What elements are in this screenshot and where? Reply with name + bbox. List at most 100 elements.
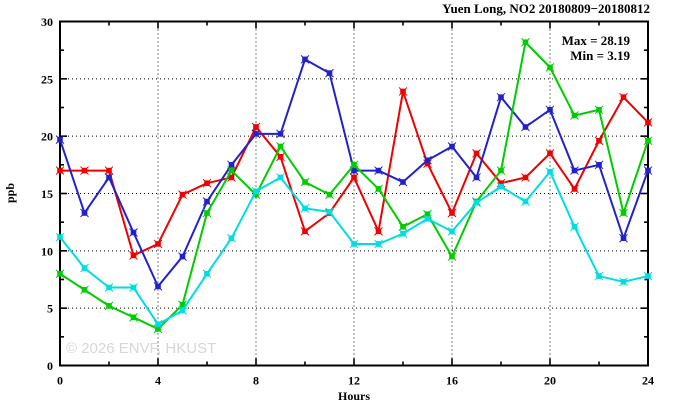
y-axis-label: ppb	[3, 183, 17, 203]
blue-series-marker-cross	[423, 155, 432, 165]
cyan-series-marker-cross	[55, 232, 65, 242]
x-tick-label: 24	[642, 374, 654, 388]
cyan-series-marker-cross	[227, 233, 236, 243]
cyan-series-marker-cross	[619, 277, 628, 287]
x-tick-label: 4	[155, 374, 161, 388]
tick-labels: 0 4 8 12 16 20 24 0 5 10 15 20 25 30	[41, 15, 654, 388]
green-series-marker-cross	[619, 208, 628, 218]
cyan-series-marker-cross	[496, 182, 506, 191]
red-series-marker-cross	[153, 239, 163, 249]
x-tick-label: 12	[348, 374, 360, 388]
red-series-marker-cross	[447, 208, 457, 218]
green-series	[55, 37, 653, 334]
x-tick-label: 8	[253, 374, 259, 388]
red-series-marker-cross	[300, 226, 310, 236]
y-tick-label: 20	[41, 130, 53, 144]
watermark-text: © 2026 ENVF, HKUST	[66, 340, 216, 357]
data-series	[55, 37, 653, 334]
red-series-marker-cross	[276, 152, 285, 162]
green-series-marker-cross	[202, 208, 212, 218]
y-tick-label: 5	[47, 302, 53, 316]
blue-series-marker-cross	[55, 135, 65, 144]
red-series-marker-cross	[80, 166, 89, 175]
blue-series-marker-cross	[300, 54, 310, 64]
blue-series-marker-cross	[251, 129, 261, 139]
cyan-series-marker-cross	[521, 197, 530, 206]
cyan-series-marker-cross	[325, 207, 334, 217]
red-series-marker-cross	[570, 184, 579, 194]
x-tick-label: 20	[544, 374, 556, 388]
red-series-marker-cross	[349, 173, 359, 182]
red-series-marker-cross	[472, 149, 481, 158]
green-series-marker-cross	[545, 63, 555, 72]
blue-series-marker-cross	[619, 233, 628, 243]
red-series-marker-cross	[227, 173, 236, 182]
cyan-series-marker-cross	[276, 173, 285, 182]
blue-series-marker-cross	[202, 197, 212, 206]
chart-title: Yuen Long, NO2 20180809−20180812	[442, 1, 650, 16]
x-tick-label: 0	[57, 374, 63, 388]
cyan-series-marker-cross	[570, 222, 579, 232]
green-series-marker-cross	[129, 312, 138, 322]
green-series-marker-cross	[55, 269, 65, 279]
blue-series-marker-cross	[374, 166, 383, 175]
green-series-marker-cross	[594, 105, 604, 115]
y-tick-label: 0	[47, 359, 53, 373]
green-series-marker-cross	[374, 184, 383, 194]
cyan-series-marker-cross	[447, 226, 457, 236]
blue-series-marker-cross	[447, 142, 457, 151]
red-series-marker-cross	[398, 87, 408, 96]
x-tick-label: 16	[446, 374, 458, 388]
green-series-marker-cross	[300, 177, 310, 187]
green-series-marker-cross	[643, 136, 653, 146]
blue-series-marker-cross	[276, 129, 285, 139]
max-annotation: Max = 28.19	[562, 33, 631, 48]
green-series-marker-cross	[325, 190, 334, 200]
green-series-marker-cross	[80, 285, 89, 295]
green-series-marker-cross	[276, 142, 285, 151]
red-series-marker-cross	[178, 190, 187, 200]
blue-series-marker-cross	[570, 166, 579, 175]
blue-series-marker-cross	[80, 208, 89, 218]
cyan-series-marker-cross	[300, 204, 310, 213]
blue-series-marker-cross	[178, 252, 187, 261]
blue-series-marker-cross	[545, 105, 555, 115]
green-series-marker-cross	[227, 166, 236, 175]
red-series-marker-cross	[202, 178, 212, 188]
red-series-marker-cross	[55, 166, 65, 175]
cyan-series-marker-cross	[545, 167, 555, 177]
red-series-marker-cross	[643, 118, 653, 127]
blue-series-marker-cross	[521, 122, 530, 132]
min-annotation: Min = 3.19	[570, 48, 630, 63]
y-tick-label: 15	[41, 187, 53, 201]
y-tick-label: 10	[41, 244, 53, 258]
cyan-series-marker-cross	[643, 271, 653, 281]
blue-series	[55, 54, 653, 291]
red-series-marker-cross	[104, 166, 114, 175]
red-series-marker-cross	[129, 251, 138, 260]
y-tick-label: 30	[41, 15, 53, 29]
cyan-series-marker-cross	[104, 283, 114, 292]
cyan-series-marker-cross	[472, 198, 481, 208]
blue-series-marker-cross	[643, 166, 653, 175]
red-series-marker-cross	[251, 122, 261, 132]
cyan-series-marker-cross	[398, 229, 408, 238]
blue-series-marker-cross	[496, 92, 506, 102]
red-series-marker-cross	[545, 149, 555, 158]
green-series-marker-cross	[447, 252, 457, 261]
red-series-marker-cross	[521, 173, 530, 182]
cyan-series-marker-cross	[202, 269, 212, 279]
cyan-series-marker-cross	[594, 271, 604, 281]
blue-series-marker-cross	[325, 68, 334, 78]
blue-series-marker-cross	[153, 282, 163, 291]
red-series-marker-cross	[619, 92, 628, 102]
red-series-marker-cross	[594, 136, 604, 146]
blue-series-marker-cross	[104, 173, 114, 182]
green-series-marker-cross	[570, 111, 579, 120]
green-series-marker-cross	[398, 222, 408, 232]
cyan-series-marker-cross	[423, 214, 432, 224]
green-series-marker-cross	[104, 301, 114, 311]
y-tick-label: 25	[41, 72, 53, 86]
